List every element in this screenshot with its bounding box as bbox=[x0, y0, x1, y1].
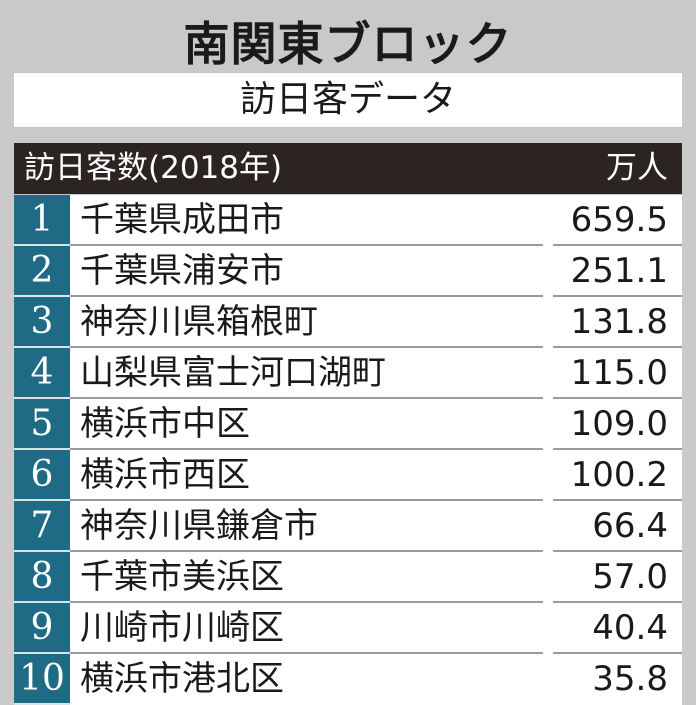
visitor-value: 57.0 bbox=[592, 557, 668, 597]
rank-cell: 1 bbox=[14, 195, 70, 246]
table-row: 8 千葉市美浜区 57.0 bbox=[14, 552, 682, 603]
table-row: 7 神奈川県鎌倉市 66.4 bbox=[14, 501, 682, 552]
rank-cell: 7 bbox=[14, 501, 70, 552]
place-name: 千葉県成田市 bbox=[80, 200, 284, 240]
row-divider bbox=[553, 652, 682, 654]
visitor-value: 40.4 bbox=[592, 608, 668, 648]
place-name: 山梨県富士河口湖町 bbox=[80, 353, 386, 393]
rank-cell: 3 bbox=[14, 297, 70, 348]
place-name: 横浜市中区 bbox=[80, 404, 250, 444]
rank-cell: 6 bbox=[14, 450, 70, 501]
page-title: 南関東ブロック bbox=[183, 17, 513, 71]
row-divider bbox=[553, 295, 682, 297]
place-name: 横浜市西区 bbox=[80, 455, 250, 495]
row-divider bbox=[70, 448, 543, 450]
table-title: 訪日客数(2018年) bbox=[24, 150, 283, 186]
visitor-value: 35.8 bbox=[592, 659, 668, 699]
table-row: 9 川崎市川崎区 40.4 bbox=[14, 603, 682, 654]
place-name: 横浜市港北区 bbox=[80, 659, 284, 699]
visitor-value: 659.5 bbox=[570, 200, 668, 240]
row-divider bbox=[553, 601, 682, 603]
place-name: 神奈川県箱根町 bbox=[80, 302, 318, 342]
rank-cell: 9 bbox=[14, 603, 70, 654]
rank-cell: 5 bbox=[14, 399, 70, 450]
place-name: 川崎市川崎区 bbox=[80, 608, 284, 648]
place-name: 神奈川県鎌倉市 bbox=[80, 506, 318, 546]
visitor-value: 109.0 bbox=[570, 404, 668, 444]
rank-cell: 4 bbox=[14, 348, 70, 399]
row-divider bbox=[70, 295, 543, 297]
rank-cell: 10 bbox=[14, 654, 70, 705]
table-row: 5 横浜市中区 109.0 bbox=[14, 399, 682, 450]
table-body: 1 千葉県成田市 659.5 2 千葉県浦安市 251.1 3 神奈川県箱根町 131.8 4 山梨… bbox=[14, 195, 682, 705]
row-divider bbox=[70, 550, 543, 552]
row-divider bbox=[553, 346, 682, 348]
visitor-value: 115.0 bbox=[570, 353, 668, 393]
place-name: 千葉県浦安市 bbox=[80, 251, 284, 291]
row-divider bbox=[70, 601, 543, 603]
table-header: 訪日客数(2018年) 万人 bbox=[14, 143, 682, 194]
row-divider bbox=[70, 397, 543, 399]
row-divider bbox=[553, 397, 682, 399]
rank-cell: 8 bbox=[14, 552, 70, 603]
row-divider bbox=[70, 652, 543, 654]
table-row: 2 千葉県浦安市 251.1 bbox=[14, 246, 682, 297]
visitor-value: 66.4 bbox=[592, 506, 668, 546]
row-divider bbox=[70, 244, 543, 246]
visitor-value: 131.8 bbox=[570, 302, 668, 342]
table-row: 4 山梨県富士河口湖町 115.0 bbox=[14, 348, 682, 399]
row-divider bbox=[553, 448, 682, 450]
row-divider bbox=[553, 244, 682, 246]
table-row: 3 神奈川県箱根町 131.8 bbox=[14, 297, 682, 348]
place-name: 千葉市美浜区 bbox=[80, 557, 284, 597]
row-divider bbox=[553, 550, 682, 552]
row-divider bbox=[70, 499, 543, 501]
row-divider bbox=[70, 346, 543, 348]
subtitle-band: 訪日客データ bbox=[14, 73, 682, 127]
table-row: 1 千葉県成田市 659.5 bbox=[14, 195, 682, 246]
unit-label: 万人 bbox=[606, 150, 668, 186]
visitor-value: 100.2 bbox=[570, 455, 668, 495]
visitor-value: 251.1 bbox=[570, 251, 668, 291]
row-divider bbox=[553, 499, 682, 501]
table-row: 10 横浜市港北区 35.8 bbox=[14, 654, 682, 705]
rank-cell: 2 bbox=[14, 246, 70, 297]
table-row: 6 横浜市西区 100.2 bbox=[14, 450, 682, 501]
